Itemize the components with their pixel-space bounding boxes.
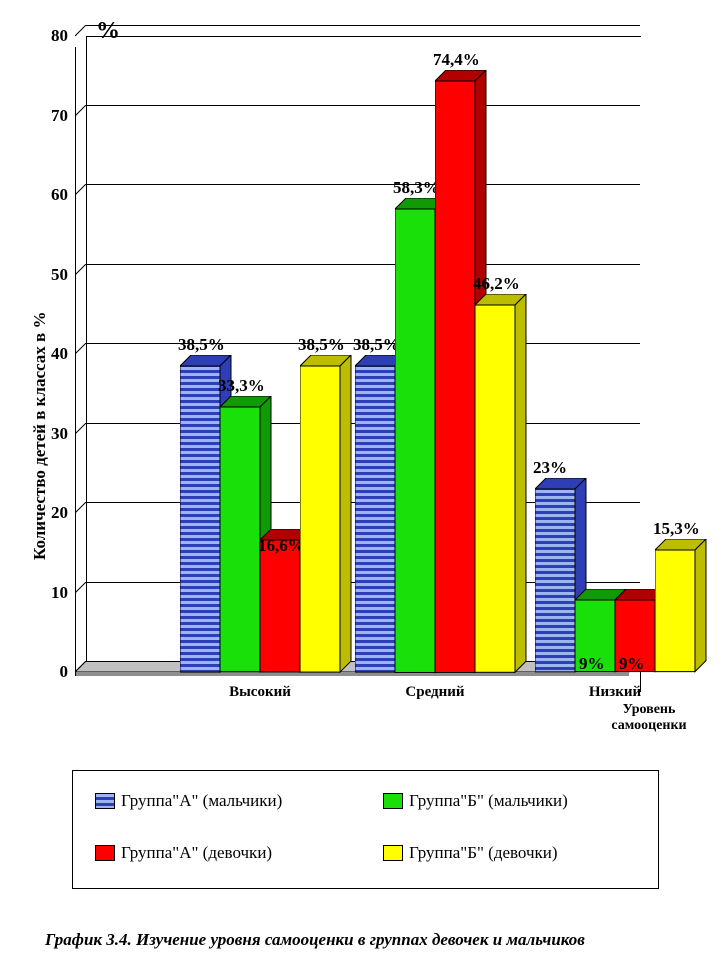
legend-item: Группа"А" (мальчики) [95,791,282,811]
y-tick-label: 50 [40,265,68,285]
y-tick-label: 70 [40,106,68,126]
y-tick-label: 40 [40,344,68,364]
gridline [86,25,640,26]
legend-item: Группа"А" (девочки) [95,843,272,863]
gridline [86,184,640,185]
legend-item: Группа"Б" (девочки) [383,843,558,863]
y-tick-label: 80 [40,26,68,46]
bar-value-label: 16,6% [258,536,305,556]
bar [655,539,708,674]
legend-label: Группа"Б" (девочки) [409,843,558,863]
y-tick-label: 0 [40,662,68,682]
legend-label: Группа"А" (девочки) [121,843,272,863]
gridline [86,264,640,265]
y-tick-label: 30 [40,424,68,444]
category-label: Низкий [555,684,675,701]
bar [475,294,528,674]
legend-label: Группа"А" (мальчики) [121,791,282,811]
gridline [86,105,640,106]
y-tick-label: 10 [40,583,68,603]
y-tick-label: 20 [40,503,68,523]
legend-box: Группа"А" (мальчики) Группа"Б" (мальчики)… [72,770,659,889]
bar-value-label: 38,5% [178,335,225,355]
bar [300,355,353,674]
bar-value-label: 74,4% [433,50,480,70]
legend-swatch [95,845,115,861]
bar-value-label: 38,5% [353,335,400,355]
legend-swatch [383,845,403,861]
bar-value-label: 58,3% [393,178,440,198]
bar-value-label: 9% [619,654,645,674]
unit-symbol: % [96,18,120,45]
bar-value-label: 38,5% [298,335,345,355]
y-tick-label: 60 [40,185,68,205]
bar-value-label: 9% [579,654,605,674]
bar-value-label: 46,2% [473,274,520,294]
caption: График 3.4. Изучение уровня самооценки в… [45,930,585,950]
category-label: Высокий [200,684,320,701]
legend-label: Группа"Б" (мальчики) [409,791,568,811]
x-axis-title: Уровень самооценки [604,702,694,734]
legend-swatch [95,793,115,809]
category-label: Средний [375,684,495,701]
legend-item: Группа"Б" (мальчики) [383,791,568,811]
bar-value-label: 15,3% [653,519,700,539]
bar-value-label: 33,3% [218,376,265,396]
legend-swatch [383,793,403,809]
bar-value-label: 23% [533,458,567,478]
